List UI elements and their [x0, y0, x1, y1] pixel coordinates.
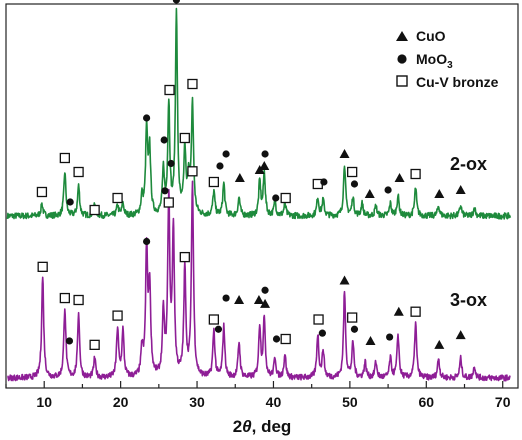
marker-2-ox-open-square-12 — [208, 176, 220, 188]
x-tick-label-10: 10 — [36, 394, 52, 410]
marker-3-ox-open-square-12 — [208, 314, 220, 325]
marker-3-ox-circle-14 — [222, 294, 230, 302]
marker-3-ox-circle-2 — [65, 337, 74, 345]
marker-2-ox-open-square-8 — [164, 84, 175, 96]
marker-2-ox-circle-25 — [350, 180, 359, 188]
marker-2-ox-triangle-15 — [234, 173, 245, 182]
marker-3-ox-open-square-21 — [313, 314, 324, 325]
marker-3-ox-open-square-4 — [89, 339, 100, 351]
marker-2-ox-circle-27 — [384, 186, 392, 194]
marker-3-ox-circle-22 — [318, 329, 326, 337]
legend-cuo-label: CuO — [416, 28, 446, 44]
x-tick-label-70: 70 — [495, 394, 511, 410]
marker-2-ox-triangle-31 — [455, 185, 466, 194]
x-tick-label-50: 50 — [342, 394, 358, 410]
marker-3-ox-open-square-5 — [112, 310, 123, 321]
marker-2-ox-circle-9 — [172, 0, 181, 4]
marker-3-ox-circle-6 — [143, 237, 151, 246]
marker-3-ox-open-square-8 — [163, 197, 174, 208]
marker-3-ox-circle-9 — [167, 159, 175, 168]
marker-3-ox-triangle-26 — [365, 335, 376, 345]
marker-2-ox-open-square-0 — [36, 186, 48, 198]
x-tick-label-40: 40 — [266, 394, 282, 410]
x-tick-label-60: 60 — [419, 394, 435, 410]
x-tick-label-20: 20 — [113, 394, 129, 410]
plot-frame — [5, 3, 519, 389]
series-line-3-ox — [7, 180, 511, 382]
legend-cuo-marker — [396, 31, 408, 41]
legend-bronze-label: Cu-V bronze — [416, 74, 499, 90]
marker-2-ox-circle-7 — [160, 136, 168, 144]
marker-2-ox-open-square-24 — [347, 166, 358, 178]
marker-3-ox-circle-27 — [386, 333, 394, 341]
legend: CuO MoO3 Cu-V bronze — [396, 28, 499, 90]
marker-2-ox-triangle-30 — [434, 189, 445, 198]
marker-2-ox-open-square-5 — [112, 192, 123, 204]
marker-2-ox-circle-13 — [216, 162, 224, 170]
legend-moo3-marker — [397, 54, 407, 64]
marker-3-ox-circle-25 — [350, 325, 359, 333]
marker-2-ox-triangle-26 — [364, 189, 375, 198]
marker-3-ox-triangle-23 — [339, 275, 350, 285]
marker-2-ox-circle-19 — [272, 194, 280, 202]
marker-2-ox-triangle-23 — [339, 149, 350, 158]
marker-3-ox-triangle-16 — [253, 295, 264, 304]
marker-2-ox-open-square-11 — [187, 78, 198, 90]
marker-2-ox-open-square-10 — [179, 132, 190, 144]
marker-2-ox-circle-2 — [66, 198, 74, 206]
marker-2-ox-triangle-17 — [259, 161, 270, 170]
marker-3-ox-circle-7 — [161, 187, 169, 195]
marker-3-ox-triangle-15 — [234, 295, 245, 304]
marker-3-ox-circle-13 — [214, 325, 223, 333]
marker-2-ox-open-square-20 — [280, 192, 291, 204]
marker-2-ox-open-square-29 — [410, 168, 421, 180]
x-tick-label-30: 30 — [189, 394, 205, 410]
series-line-2-ox — [6, 7, 512, 220]
marker-3-ox-open-square-24 — [347, 312, 358, 323]
series-label-3-ox: 3-ox — [450, 290, 487, 310]
marker-3-ox-triangle-31 — [455, 330, 466, 340]
marker-2-ox-triangle-28 — [394, 173, 405, 182]
marker-3-ox-open-square-20 — [280, 333, 291, 345]
marker-3-ox-open-square-11 — [187, 166, 198, 177]
marker-2-ox-open-square-1 — [59, 152, 70, 164]
marker-3-ox-open-square-3 — [73, 294, 84, 306]
marker-3-ox-triangle-30 — [434, 339, 445, 349]
marker-2-ox-circle-6 — [143, 114, 151, 122]
marker-2-ox-open-square-4 — [89, 204, 100, 216]
marker-3-ox-open-square-1 — [59, 292, 70, 304]
x-axis-title: 2θ, deg — [233, 417, 292, 436]
marker-2-ox-circle-14 — [222, 150, 230, 158]
marker-3-ox-triangle-17 — [260, 298, 271, 308]
marker-3-ox-circle-18 — [261, 286, 269, 294]
series-label-2-ox: 2-ox — [450, 154, 487, 174]
marker-2-ox-open-square-3 — [73, 166, 84, 178]
marker-2-ox-circle-18 — [261, 150, 269, 158]
marker-2-ox-circle-22 — [320, 178, 328, 186]
legend-bronze-marker — [396, 75, 408, 87]
marker-3-ox-open-square-0 — [37, 261, 48, 273]
marker-3-ox-open-square-10 — [179, 251, 190, 263]
marker-3-ox-circle-19 — [272, 335, 281, 343]
legend-moo3-label: MoO3 — [416, 51, 453, 71]
marker-3-ox-open-square-29 — [410, 306, 421, 317]
marker-3-ox-triangle-28 — [393, 306, 404, 316]
